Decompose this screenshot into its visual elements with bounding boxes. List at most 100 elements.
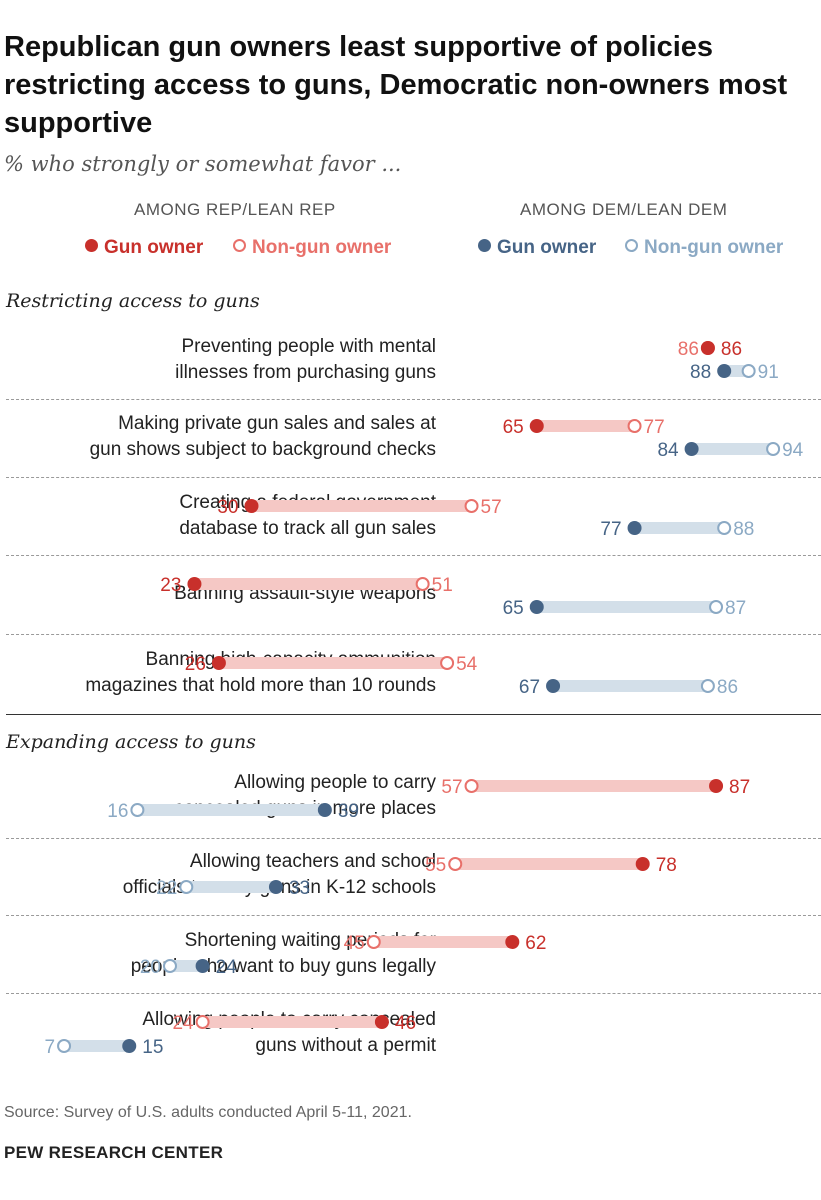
- rep-owner-dot: [244, 499, 259, 513]
- rep-owner-label: 78: [656, 855, 677, 876]
- rep-owner-dot: [211, 656, 226, 670]
- rep-owner-dot: [700, 341, 715, 355]
- dem-owner-dot: [546, 679, 561, 693]
- legend-rep-nonowner-label: Non-gun owner: [252, 237, 392, 258]
- rep-nonowner-label: 24: [172, 1013, 194, 1034]
- rep-nonowner-dot: [464, 779, 479, 793]
- rep-range-band: [455, 858, 643, 870]
- row-separator: [6, 915, 821, 916]
- filled-dot-icon: [85, 239, 98, 253]
- row-label-line: Allowing teachers and school: [189, 851, 436, 872]
- rep-owner-label: 23: [160, 575, 181, 596]
- row-label-line: database to track all gun sales: [179, 518, 436, 539]
- dem-nonowner-label: 87: [725, 598, 746, 619]
- rep-nonowner-dot: [627, 419, 642, 433]
- dem-owner-label: 39: [338, 801, 359, 822]
- dem-owner-dot: [717, 364, 732, 378]
- rep-owner-dot: [187, 577, 202, 591]
- legend-dem-owner: Gun owner: [478, 237, 596, 259]
- row-label-line: Allowing people to carry: [234, 772, 436, 793]
- row-label: Preventing people with mental illnesses f…: [16, 334, 436, 386]
- dem-range-band: [691, 443, 774, 455]
- rep-nonowner-label: 57: [481, 497, 502, 518]
- section-expanding: Expanding access to guns: [6, 731, 256, 753]
- dem-range-band: [634, 522, 725, 534]
- row-label-line: illnesses from purchasing guns: [175, 362, 436, 383]
- dem-range-band: [170, 960, 203, 972]
- dem-owner-dot: [529, 600, 544, 614]
- hollow-dot-icon: [625, 239, 638, 253]
- row-separator: [6, 838, 821, 839]
- dem-nonowner-dot: [130, 803, 145, 817]
- dem-nonowner-label: 16: [107, 801, 128, 822]
- row-separator: [6, 399, 821, 400]
- dem-owner-label: 67: [519, 677, 540, 698]
- dem-range-band: [186, 881, 276, 893]
- dem-group-header: AMONG DEM/LEAN DEM: [520, 200, 728, 219]
- row-separator: [6, 634, 821, 635]
- rep-range-band: [536, 420, 635, 432]
- rep-range-band: [202, 1016, 382, 1028]
- rep-owner-dot: [635, 857, 650, 871]
- rep-nonowner-label: 55: [425, 855, 446, 876]
- rep-owner-label: 87: [729, 777, 750, 798]
- rep-owner-dot: [374, 1015, 389, 1029]
- dem-range-band: [64, 1040, 130, 1052]
- dem-owner-label: 15: [142, 1037, 163, 1058]
- rep-owner-label: 26: [185, 654, 206, 675]
- section-restricting: Restricting access to guns: [6, 290, 260, 312]
- dem-range-band: [553, 680, 708, 692]
- rep-nonowner-dot: [366, 935, 381, 949]
- rep-owner-label: 86: [721, 339, 742, 360]
- dem-nonowner-dot: [163, 959, 177, 973]
- dem-owner-dot: [627, 521, 642, 535]
- dem-nonowner-dot: [700, 679, 715, 693]
- row-label-line: gun shows subject to background checks: [89, 439, 436, 460]
- dem-owner-dot: [684, 442, 699, 456]
- dem-nonowner-label: 86: [717, 677, 738, 698]
- source-note: Source: Survey of U.S. adults conducted …: [4, 1104, 412, 1121]
- dem-nonowner-label: 22: [156, 878, 177, 899]
- dem-owner-label: 88: [690, 362, 711, 383]
- rep-owner-label: 65: [503, 417, 524, 438]
- credit-line: PEW RESEARCH CENTER: [4, 1143, 224, 1162]
- dem-nonowner-label: 7: [44, 1037, 55, 1058]
- dem-nonowner-dot: [57, 1039, 72, 1053]
- rep-group-header: AMONG REP/LEAN REP: [134, 200, 336, 219]
- rep-owner-dot: [709, 779, 724, 793]
- row-label: Making private gun sales and sales at gun…: [16, 411, 436, 463]
- row-label-line: magazines that hold more than 10 rounds: [85, 675, 436, 696]
- chart-title: Republican gun owners least supportive o…: [4, 31, 788, 139]
- rep-nonowner-dot: [195, 1015, 210, 1029]
- dem-range-band: [536, 601, 717, 613]
- dem-owner-label: 84: [657, 440, 679, 461]
- dem-owner-label: 77: [600, 519, 621, 540]
- row-label-line: Making private gun sales and sales at: [118, 413, 436, 434]
- row-separator: [6, 993, 821, 994]
- dem-owner-dot: [268, 880, 283, 894]
- row-separator: [6, 477, 821, 478]
- row-label-line: Preventing people with mental: [181, 336, 436, 357]
- rep-owner-dot: [505, 935, 520, 949]
- rep-nonowner-label: 57: [441, 777, 462, 798]
- dem-nonowner-dot: [717, 521, 732, 535]
- dem-nonowner-label: 94: [782, 440, 804, 461]
- dem-owner-label: 24: [216, 957, 238, 978]
- legend-rep-nonowner: Non-gun owner: [233, 237, 391, 259]
- rep-nonowner-label: 86: [678, 339, 699, 360]
- dem-nonowner-label: 20: [140, 957, 161, 978]
- rep-range-band: [194, 578, 423, 590]
- dem-nonowner-dot: [766, 442, 781, 456]
- legend-dem-nonowner-label: Non-gun owner: [644, 237, 784, 258]
- dem-owner-dot: [122, 1039, 137, 1053]
- rep-nonowner-label: 54: [456, 654, 478, 675]
- rep-range-band: [471, 780, 717, 792]
- rep-owner-label: 62: [525, 933, 546, 954]
- dem-nonowner-dot: [709, 600, 724, 614]
- hollow-dot-icon: [233, 239, 246, 253]
- dem-owner-label: 33: [289, 878, 310, 899]
- row-label-line: guns without a permit: [255, 1035, 436, 1056]
- rep-range-band: [218, 657, 448, 669]
- chart-subtitle: % who strongly or somewhat favor ...: [4, 152, 402, 176]
